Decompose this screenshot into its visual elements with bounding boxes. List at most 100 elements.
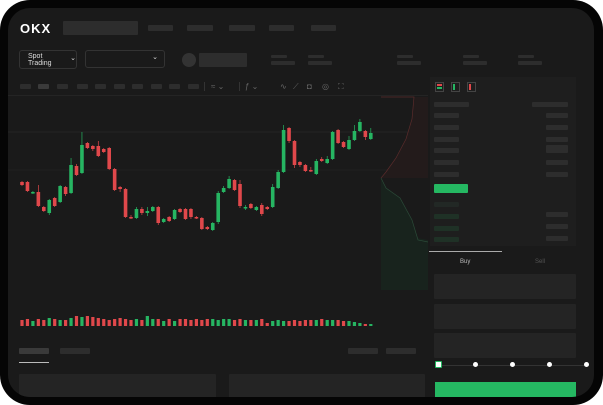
volume-bar [276,320,280,326]
stat-value-2 [308,61,332,65]
filter-button-1[interactable] [348,348,378,354]
search-bar[interactable] [63,21,138,35]
nav-item-3[interactable] [229,25,255,31]
filter-button-2[interactable] [386,348,416,354]
ask-amount [546,113,568,118]
volume-bar [85,316,89,326]
pair-price [199,53,247,67]
candle-body [80,145,84,173]
candle-body [112,169,117,190]
price-input[interactable] [434,274,576,299]
tab-open-orders[interactable] [19,348,49,354]
candle-body [309,170,313,172]
slider-stop[interactable] [547,362,552,367]
orders-card-2 [229,374,425,397]
timeframe-button[interactable] [151,84,162,89]
slider-stop[interactable] [473,362,478,367]
camera-icon[interactable]: ◘ [307,82,312,91]
candle-type-icon[interactable]: ≈ ⌄ [211,82,225,91]
candle-body [134,209,139,218]
volume-bar [254,320,258,326]
bid-price [434,226,459,231]
candle-body [74,166,79,175]
timeframe-button[interactable] [95,84,106,89]
timeframe-button[interactable] [114,84,125,89]
line-tool-icon[interactable]: ∿ [280,82,287,91]
nav-item-2[interactable] [187,25,213,31]
nav-item-1[interactable] [148,25,173,31]
total-input[interactable] [434,333,576,358]
ask-amount [546,160,568,165]
slider-stop[interactable] [435,361,442,368]
candle-body [58,186,62,202]
volume-bar [260,319,264,326]
ask-amount [546,137,568,142]
spot-trading-dropdown[interactable]: Spot Trading ⌄ [19,50,77,69]
candle-body [254,207,259,210]
candle-body [69,165,73,193]
candle-body [369,133,373,139]
order-book-sell-icon[interactable] [467,82,476,92]
timeframe-button[interactable] [77,84,88,89]
candle-body [243,207,248,209]
candle-body [341,142,346,147]
timeframe-button[interactable] [57,84,68,89]
nav-item-5[interactable] [311,25,336,31]
fullscreen-icon[interactable]: ⛶ [338,82,344,91]
volume-bar [145,316,149,326]
timeframe-button[interactable] [132,84,143,89]
volume-bar [369,324,373,326]
stat-label-4 [463,55,479,58]
candle-body [319,159,324,161]
volume-bar [320,319,324,326]
spot-trading-label: Spot Trading [28,52,52,67]
candle-body [292,141,297,165]
volume-bar [189,320,193,326]
timeframe-button[interactable] [169,84,180,89]
stat-value-3 [397,61,421,65]
slider-stop[interactable] [584,362,589,367]
candle-body [140,209,144,213]
candle-body [194,217,199,219]
candle-body [172,210,177,219]
bid-depth-line [380,177,429,243]
volume-bar [331,320,335,326]
tab-order-history[interactable] [60,348,90,354]
candle-body [96,146,101,156]
ruler-icon[interactable]: ⟋ [293,82,299,91]
okx-logo: OKX [20,21,52,36]
timeframe-button[interactable] [20,84,31,89]
volume-bar [347,321,351,326]
nav-item-4[interactable] [269,25,294,31]
candle-body [91,146,95,149]
volume-bar [314,320,318,326]
bid-price [434,214,459,219]
stat-label-2 [308,55,324,58]
app-screen: OKX Spot Trading ⌄ ⌄ ≈ ⌄ ƒ ⌄ ∿ ⟋ ◘ ◎ ⛶ B… [8,8,594,397]
pair-selector-dropdown[interactable]: ⌄ [85,50,165,68]
timeframe-button[interactable] [38,84,49,89]
tab-sell[interactable]: Sell [535,259,546,265]
volume-bar [96,318,100,326]
ask-depth-line [380,96,415,179]
ask-price [434,125,459,130]
slider-stop[interactable] [510,362,515,367]
volume-bar [292,320,297,326]
ask-price [434,113,459,118]
order-book-both-icon[interactable] [435,82,444,92]
order-book-buy-icon[interactable] [451,82,460,92]
tab-buy[interactable]: Buy [460,259,471,265]
amount-input[interactable] [434,304,576,329]
candle-body [205,227,210,229]
candle-body [227,179,231,188]
volume-bar [352,322,357,326]
settings-icon[interactable]: ◎ [322,82,329,91]
ask-depth-area [381,97,428,178]
timeframe-button[interactable] [188,84,199,89]
volume-bar [309,320,313,326]
indicator-icon[interactable]: ƒ ⌄ [245,82,259,91]
buy-button[interactable] [435,382,576,397]
ask-amount [546,145,568,150]
candlestick-chart[interactable] [8,8,594,397]
